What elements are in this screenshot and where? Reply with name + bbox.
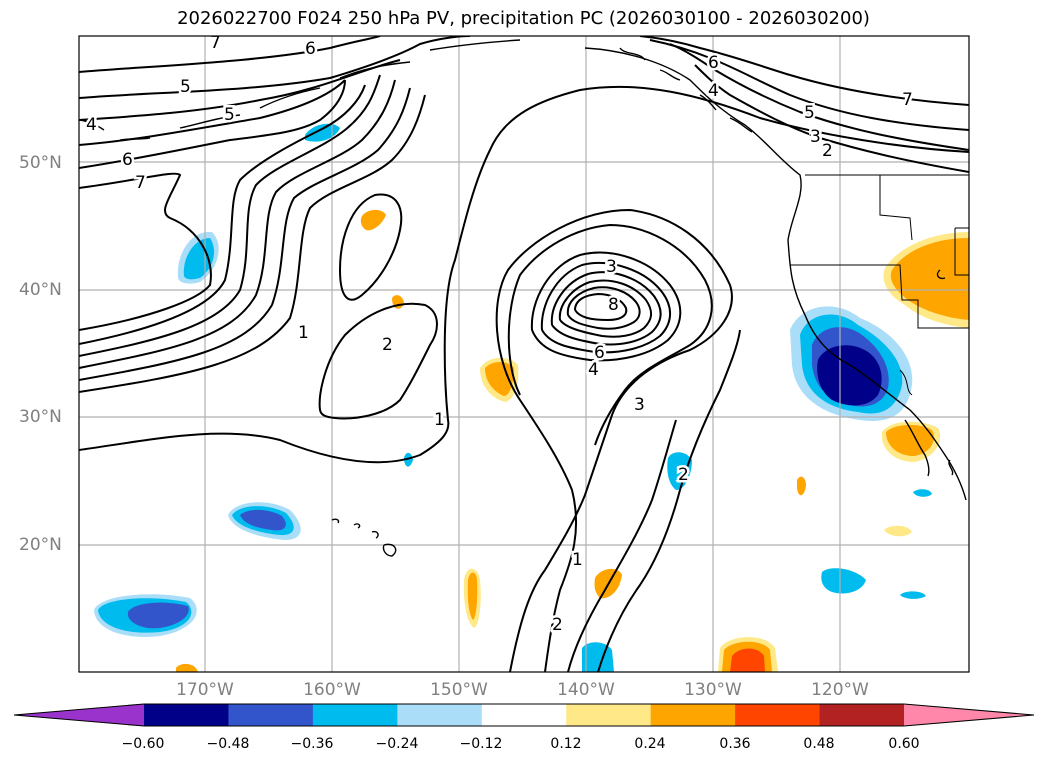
lat-label-40n: 40°N — [19, 280, 62, 300]
colorbar-tick: 0.48 — [803, 736, 835, 752]
colorbar-segment — [144, 704, 229, 726]
precip-positive-great-basin-core — [890, 238, 969, 320]
precip-negative-far-west-core — [127, 602, 189, 629]
colorbar-tick: 0.12 — [550, 736, 582, 752]
coastlines — [79, 39, 969, 557]
contour-label: 5 — [804, 103, 815, 123]
precipitation-shading — [94, 123, 969, 672]
colorbar-segment — [228, 704, 314, 726]
lon-label-160w: 160°W — [303, 680, 361, 700]
precip-positive-baja-core — [886, 424, 934, 456]
precip-positive-bottom-core — [730, 648, 765, 672]
precip-positive-patch-3-core — [485, 362, 514, 396]
colorbar-tick: −0.60 — [121, 736, 165, 752]
contour-label: 8 — [608, 295, 619, 315]
contour-label: 1 — [298, 323, 309, 343]
colorbar-segment — [650, 704, 736, 726]
contour-label: 2 — [678, 465, 689, 485]
precip-positive-small-1 — [797, 476, 806, 496]
contour-labels: 7 6 5 5 6 7 4 1 2 1 3 8 6 4 3 2 1 2 6 4 … — [84, 33, 916, 638]
contour-label: 1 — [572, 550, 583, 570]
contour-label: 2 — [382, 335, 393, 355]
colorbar-extend-max — [904, 704, 1034, 726]
precip-negative-narrow — [667, 452, 692, 490]
map-content: 7 6 5 5 6 7 4 1 2 1 3 8 6 4 3 2 1 2 6 4 … — [79, 33, 969, 672]
precip-negative-hawaii-west-core — [240, 509, 286, 531]
colorbar-tick: 0.24 — [634, 736, 666, 752]
colorbar-segment — [481, 704, 567, 726]
contour-label: 7 — [210, 33, 221, 53]
lon-label-150w: 150°W — [430, 680, 488, 700]
colorbar-segment — [735, 704, 821, 726]
precip-negative-bottom — [582, 642, 614, 672]
contour-label: 1 — [434, 410, 445, 430]
contour-label: 2 — [552, 615, 563, 635]
lat-label-30n: 30°N — [19, 407, 62, 427]
contour-label: 2 — [822, 141, 833, 161]
colorbar-tick: −0.12 — [459, 736, 503, 752]
precip-negative-central-pacific-core — [183, 238, 215, 280]
contour-label: 7 — [135, 173, 146, 193]
precip-negative-patch-mid — [404, 452, 413, 467]
lon-label-170w: 170°W — [176, 680, 234, 700]
lon-label-140w: 140°W — [557, 680, 615, 700]
precip-positive-narrow-core — [467, 572, 478, 620]
contour-label: 6 — [594, 343, 605, 363]
figure-title: 2026022700 F024 250 hPa PV, precipitatio… — [177, 8, 870, 29]
precip-negative-west-coast-core — [817, 345, 882, 406]
colorbar-segment — [312, 704, 398, 726]
contour-label: 7 — [902, 90, 913, 110]
contour-label: 6 — [305, 39, 316, 59]
contour-label: 6 — [122, 150, 133, 170]
lon-label-120w: 120°W — [811, 680, 869, 700]
colorbar-tick: −0.48 — [206, 736, 250, 752]
lat-label-20n: 20°N — [19, 535, 62, 555]
contour-label: 5 — [180, 77, 191, 97]
precip-negative-small-3 — [913, 489, 932, 497]
contour-label: 3 — [634, 395, 645, 415]
lat-label-50n: 50°N — [19, 153, 62, 173]
contour-label: 3 — [606, 257, 617, 277]
colorbar-segment — [566, 704, 652, 726]
colorbar-extend-min — [14, 704, 144, 726]
colorbar-tick: −0.24 — [375, 736, 419, 752]
pv-contours — [79, 36, 969, 672]
contour-label: 4 — [86, 115, 97, 135]
precip-positive-small-2 — [884, 525, 912, 537]
precip-positive-patch-1 — [360, 209, 386, 231]
map-frame — [78, 35, 970, 673]
contour-label: 5 — [224, 105, 235, 125]
colorbar-tick: 0.60 — [888, 736, 920, 752]
precip-positive-corner — [176, 663, 198, 672]
colorbar-outline — [13, 703, 1035, 727]
colorbar — [13, 703, 1035, 727]
colorbar-segment — [819, 704, 905, 726]
lon-label-130w: 130°W — [684, 680, 742, 700]
contour-label: 3 — [810, 127, 821, 147]
contour-label: 6 — [708, 53, 719, 73]
colorbar-tick: −0.36 — [290, 736, 334, 752]
colorbar-tick: 0.36 — [719, 736, 751, 752]
precip-negative-alaska-gulf — [305, 123, 340, 142]
precip-negative-small-2 — [900, 591, 926, 599]
precip-negative-small-1 — [821, 568, 866, 594]
colorbar-segment — [397, 704, 483, 726]
contour-label: 4 — [708, 81, 719, 101]
contour-label: 4 — [588, 360, 599, 380]
